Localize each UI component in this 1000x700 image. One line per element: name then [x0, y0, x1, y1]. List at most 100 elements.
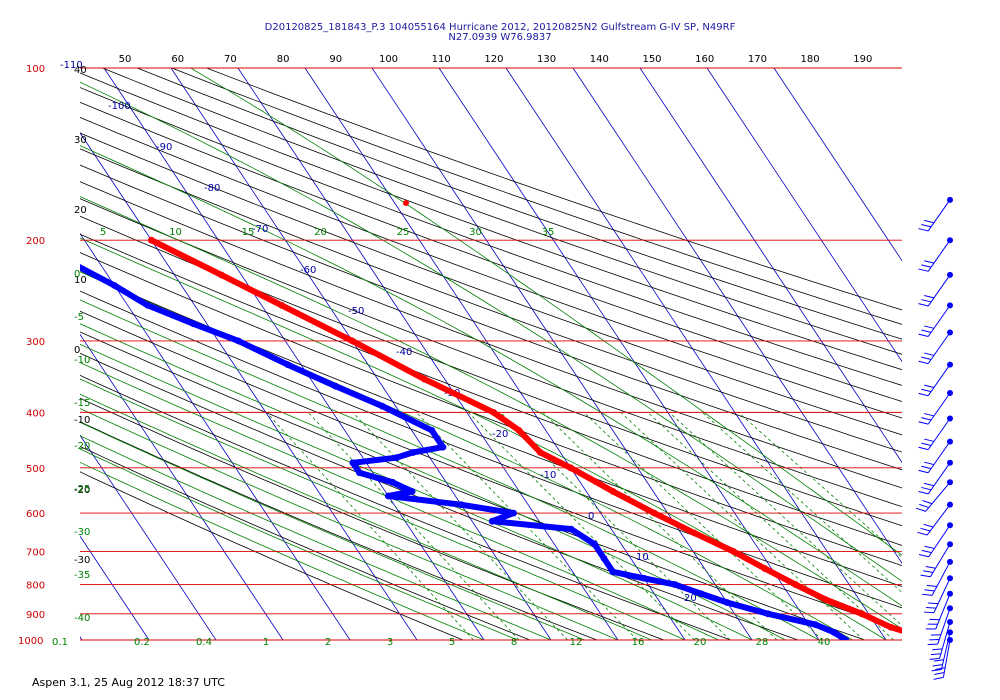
- wind-barb-flag: [915, 507, 926, 512]
- moist-label: -20: [74, 441, 90, 452]
- theta-label: 5: [100, 227, 106, 238]
- moist-adiabat-line: [80, 343, 753, 640]
- temperature-point: [348, 337, 356, 345]
- wind-barb-flag: [923, 523, 934, 528]
- dry-adiabat-line: [206, 68, 902, 311]
- wind-barb-staff: [927, 332, 951, 364]
- isotherm-line: [80, 232, 351, 640]
- top-tick-label: 160: [695, 54, 714, 65]
- wind-barb-staff: [927, 305, 951, 337]
- dry-adiabat-line: [80, 445, 531, 640]
- mixing-ratio-label: 20: [694, 637, 707, 648]
- dry-adiabat-line: [80, 331, 866, 640]
- mixing-ratio-label: 12: [570, 637, 583, 648]
- isotherm-label: -20: [492, 429, 508, 440]
- left-axis-label: -30: [74, 555, 90, 566]
- wind-barb-flag: [925, 566, 936, 569]
- pressure-label: 700: [26, 547, 45, 558]
- mixing-ratio-label: 0.4: [196, 637, 212, 648]
- dry-adiabat-line: [80, 117, 902, 419]
- wind-barb-staff: [939, 621, 951, 659]
- dewpoint-point: [510, 509, 517, 517]
- mixing-ratio-label: 5: [449, 637, 455, 648]
- dry-adiabat-line: [80, 148, 902, 453]
- wind-barb-flag: [917, 531, 928, 536]
- wind-barb-staff: [927, 462, 951, 495]
- pressure-label: 300: [26, 337, 45, 348]
- mixing-ratio-line: [669, 412, 902, 627]
- wind-barb-flag: [922, 593, 933, 596]
- dry-adiabat-line: [80, 421, 598, 640]
- wind-barb-flag: [933, 676, 944, 680]
- temperature-point: [609, 488, 617, 495]
- moist-adiabat-line: [80, 145, 902, 607]
- isotherm-line: [505, 68, 887, 640]
- wind-barb-flag: [921, 549, 932, 554]
- theta-label: 35: [542, 227, 555, 238]
- top-tick-label: 190: [853, 54, 872, 65]
- isotherm-label: -50: [348, 306, 364, 317]
- wind-barb-flag: [932, 664, 943, 667]
- pressure-label: 100: [26, 64, 45, 75]
- wind-barb-flag: [928, 602, 939, 605]
- mixing-ratio-line: [542, 412, 778, 640]
- theta-label: 25: [397, 227, 410, 238]
- top-tick-label: 110: [432, 54, 451, 65]
- wind-barb-staff: [927, 418, 951, 450]
- wind-barb-flag: [921, 356, 932, 361]
- wind-barb-flag: [935, 667, 946, 671]
- wind-barb-staff: [927, 274, 951, 307]
- pressure-label: 900: [26, 610, 45, 621]
- wind-barb-flag: [924, 352, 935, 356]
- mixing-ratio-label: 40: [818, 637, 831, 648]
- isotherm-line: [80, 535, 150, 640]
- footer-text: Aspen 3.1, 25 Aug 2012 18:37 UTC: [32, 676, 225, 689]
- wind-barb-flag: [921, 329, 932, 333]
- dewpoint-point: [671, 581, 679, 588]
- dewpoint-point: [457, 501, 465, 509]
- wind-barb-staff: [935, 593, 951, 630]
- wind-barb-flag: [923, 611, 934, 614]
- top-tick-label: 80: [277, 54, 290, 65]
- mixing-ratio-label: 2: [325, 637, 331, 648]
- wind-barb-staff: [925, 481, 951, 512]
- top-tick-label: 120: [484, 54, 503, 65]
- dewpoint-point: [488, 517, 496, 525]
- mixing-ratio-label: 3: [387, 637, 393, 648]
- top-tick-label: 130: [537, 54, 556, 65]
- left-axis-label: 40: [74, 65, 87, 76]
- top-tick-label: 180: [801, 54, 820, 65]
- temperature-point: [650, 509, 658, 517]
- moist-adiabat-line: [80, 461, 485, 640]
- wind-barb-flag: [924, 384, 935, 389]
- dry-adiabat-line: [80, 72, 902, 371]
- moist-adiabat-line: [80, 378, 686, 640]
- temperature-point: [729, 547, 737, 555]
- temperature-point: [887, 623, 895, 631]
- dry-adiabat-line: [80, 271, 902, 587]
- dewpoint-point: [408, 488, 416, 495]
- wind-barb-flag: [918, 360, 929, 365]
- moist-adiabat-line: [80, 408, 619, 640]
- mixing-ratio-line: [647, 412, 894, 640]
- moist-adiabat-line: [80, 421, 585, 640]
- wind-barb-flag: [924, 325, 935, 329]
- moist-label: -25: [74, 484, 90, 495]
- dry-adiabat-line: [80, 233, 902, 546]
- temperature-point: [761, 565, 769, 572]
- moist-adiabat-line: [80, 393, 652, 640]
- moist-adiabat-line: [80, 323, 786, 640]
- dewpoint-point: [70, 260, 77, 267]
- pressure-label: 400: [26, 408, 45, 419]
- dry-adiabat-line: [80, 215, 902, 527]
- mixing-ratio-line: [702, 412, 902, 593]
- wind-barb-flag: [919, 503, 929, 509]
- mixing-ratio-label: 28: [756, 637, 769, 648]
- wind-barb-flag: [932, 648, 943, 651]
- wind-barb-flag: [926, 584, 937, 588]
- temperature-line: [148, 237, 902, 634]
- temperature-point: [515, 426, 523, 434]
- wind-barb-flag: [920, 527, 931, 532]
- dewpoint-point: [567, 525, 575, 533]
- wind-barb-flag: [918, 268, 929, 272]
